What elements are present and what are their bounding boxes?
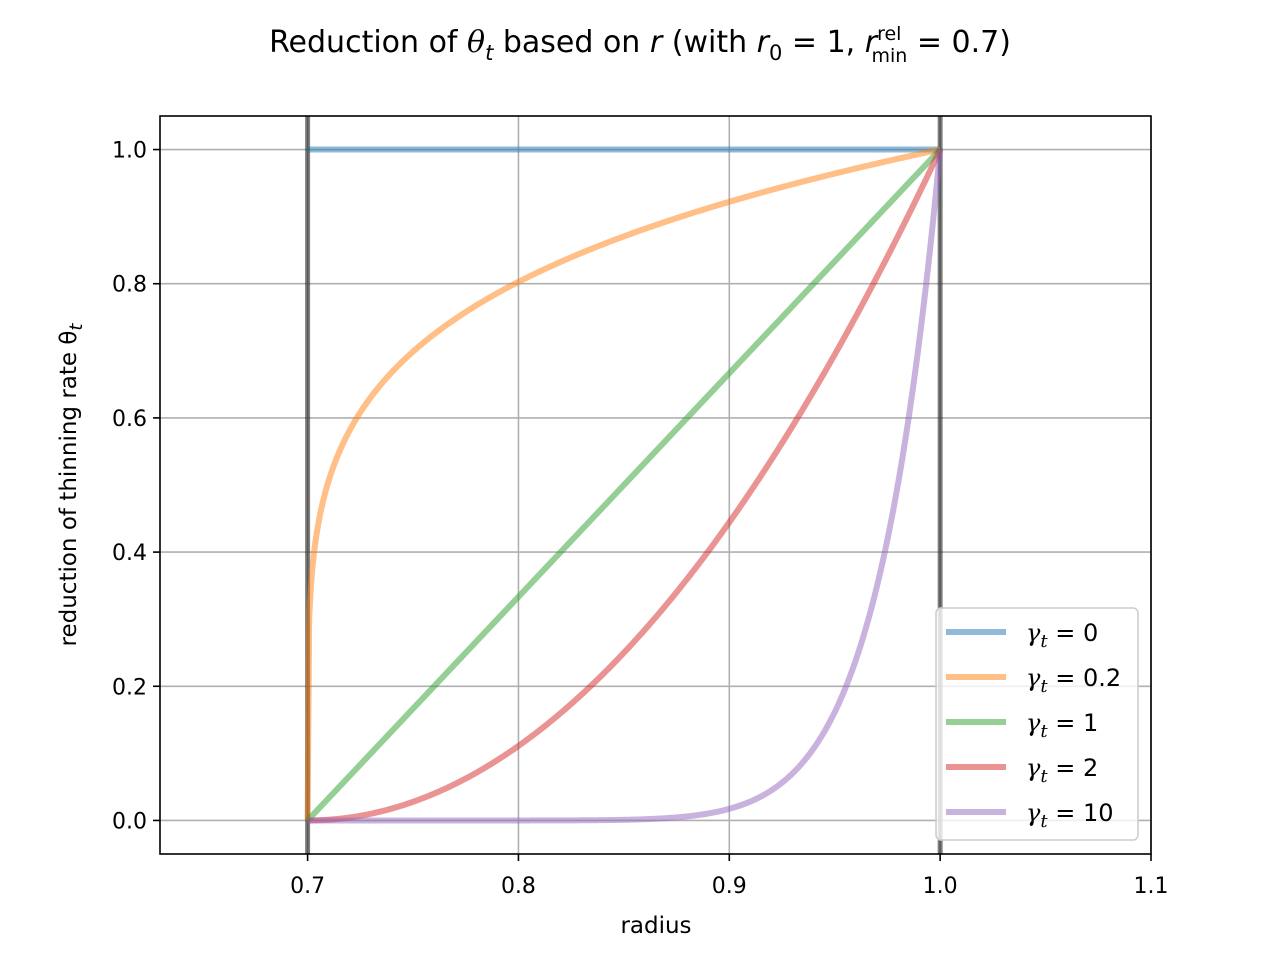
series-line xyxy=(306,148,943,824)
legend-entry-label: γt = 0 xyxy=(1026,619,1098,652)
series-line xyxy=(306,149,944,824)
x-tick-label: 1.1 xyxy=(1134,874,1169,899)
y-tick-label: 1.0 xyxy=(112,139,147,164)
x-tick-label: 1.0 xyxy=(923,874,958,899)
legend-entry-label: γt = 1 xyxy=(1026,709,1098,742)
y-tick-label: 0.4 xyxy=(112,541,147,566)
plot-frame xyxy=(159,115,1152,855)
x-axis-label: radius xyxy=(620,913,691,939)
legend: γt = 0 γt = 0.2 γt = 1 γt = 2 γt = 10 xyxy=(935,607,1139,841)
chart-title: Reduction of θt based on r (with r0 = 1,… xyxy=(269,23,1011,67)
series-lines xyxy=(304,146,944,824)
series-line xyxy=(304,146,942,821)
y-tick-label: 0.0 xyxy=(112,809,147,834)
y-tick-label: 0.2 xyxy=(112,675,147,700)
x-tick-label: 0.8 xyxy=(501,874,536,899)
axis-ticks: 0.7 0.8 0.9 1.0 1.1 0.0 0.2 0.4 0.6 0.8 1.0 xyxy=(112,139,1169,899)
y-axis-label: reduction of thinning rate θt xyxy=(56,323,87,647)
legend-entry-label: γt = 10 xyxy=(1026,799,1113,832)
legend-box xyxy=(935,607,1139,841)
y-tick-label: 0.6 xyxy=(112,407,147,432)
x-tick-label: 0.7 xyxy=(290,874,325,899)
legend-entry-label: γt = 2 xyxy=(1026,754,1098,787)
y-tick-label: 0.8 xyxy=(112,273,147,298)
legend-entry-label: γt = 0.2 xyxy=(1026,664,1121,697)
series-line xyxy=(305,147,943,823)
x-tick-label: 0.9 xyxy=(712,874,747,899)
